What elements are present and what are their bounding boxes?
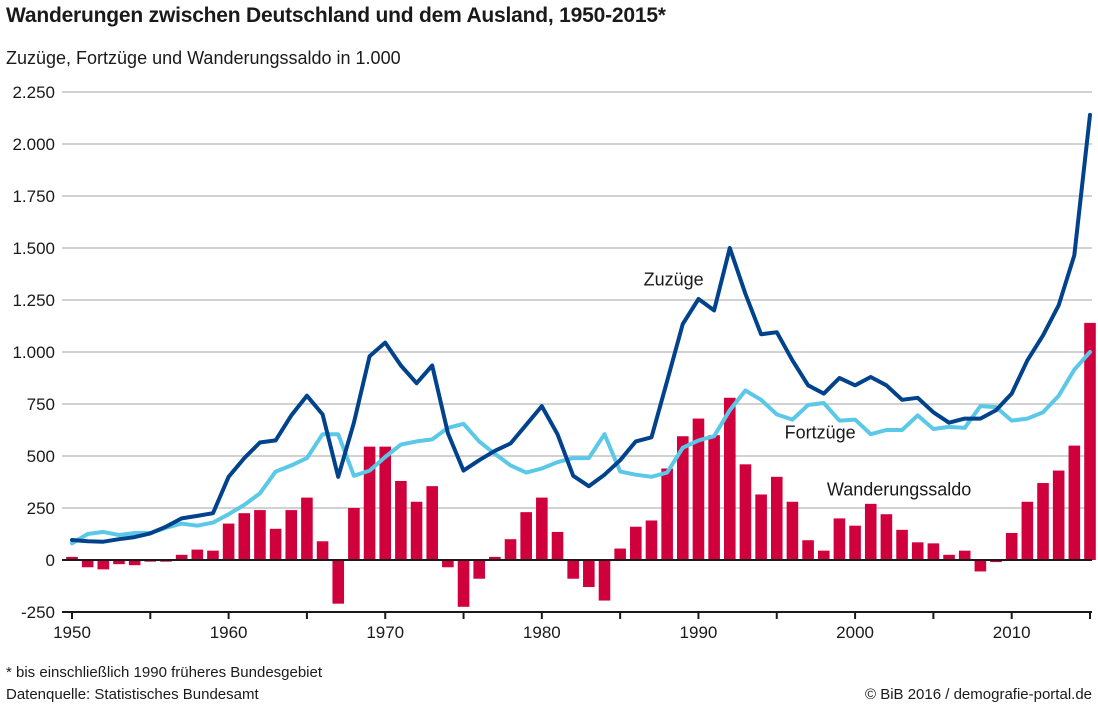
saldo-bar — [254, 510, 266, 560]
saldo-bar — [457, 560, 470, 607]
axes: -250 0 250 500 750 1.000 1.250 1.500 1.750 2.000 2… — [12, 83, 1092, 642]
saldo-bar — [410, 501, 423, 560]
saldo-bar — [222, 523, 235, 560]
saldo-bars — [66, 322, 1096, 607]
saldo-bar — [316, 541, 329, 560]
saldo-bar — [520, 512, 532, 560]
y-tick-label: 1.750 — [12, 187, 55, 206]
saldo-bar — [817, 550, 830, 560]
saldo-bar — [974, 560, 987, 572]
y-tick-label: 500 — [27, 447, 55, 466]
x-tick-label: 1980 — [523, 623, 561, 642]
saldo-bar — [958, 550, 971, 560]
series-lines — [70, 112, 1092, 546]
y-tick-label: 750 — [27, 395, 55, 414]
saldo-bar — [285, 510, 298, 560]
saldo-bar — [66, 556, 78, 560]
saldo-bar — [911, 542, 924, 560]
y-tick-label: 1.250 — [12, 291, 55, 310]
y-tick-label: 250 — [27, 499, 55, 518]
x-tick-label: 1990 — [680, 623, 718, 642]
saldo-bar — [551, 531, 564, 560]
saldo-bar — [723, 397, 736, 560]
saldo-bar — [175, 554, 188, 560]
chart-subtitle: Zuzüge, Fortzüge und Wanderungssaldo in … — [6, 48, 401, 68]
saldo-bar — [238, 513, 251, 560]
saldo-bar — [473, 560, 485, 579]
saldo-bar — [332, 560, 345, 604]
saldo-bar — [191, 549, 204, 560]
saldo-bar — [708, 435, 720, 560]
x-tick-label: 1970 — [366, 623, 404, 642]
saldo-bar — [645, 520, 658, 560]
saldo-bar — [583, 560, 595, 588]
data-source: Datenquelle: Statistisches Bundesamt — [6, 686, 259, 703]
saldo-bar — [864, 503, 877, 560]
line-fortzge — [70, 350, 1092, 546]
saldo-bar — [927, 543, 940, 560]
saldo-bar — [426, 486, 439, 560]
saldo-bar — [692, 418, 705, 560]
saldo-bar — [943, 554, 955, 560]
line-zuzge — [70, 112, 1092, 544]
saldo-bar — [1052, 470, 1065, 560]
saldo-bar — [567, 560, 579, 579]
footnote: * bis einschließlich 1990 früheres Bunde… — [6, 664, 323, 681]
series-label: Fortzüge — [785, 422, 856, 442]
x-tick-label: 1950 — [53, 623, 91, 642]
chart-title: Wanderungen zwischen Deutschland und dem… — [6, 4, 666, 27]
series-label: Zuzüge — [644, 269, 704, 289]
migration-chart: -250 0 250 500 750 1.000 1.250 1.500 1.750 2.000 2… — [12, 83, 1096, 642]
saldo-bar — [598, 560, 611, 601]
saldo-bar — [379, 446, 392, 560]
saldo-bar — [489, 556, 501, 560]
x-tick-label: 1960 — [210, 623, 248, 642]
saldo-bar — [755, 494, 767, 560]
y-tick-label: 1.500 — [12, 239, 55, 258]
gridlines — [62, 91, 1092, 509]
saldo-bar — [896, 529, 908, 560]
y-tick-label: -250 — [21, 603, 55, 622]
y-tick-label: 2.000 — [12, 135, 55, 154]
y-tick-label: 2.250 — [12, 83, 55, 102]
saldo-bar — [630, 526, 642, 560]
saldo-bar — [301, 497, 313, 560]
saldo-bar — [504, 539, 517, 560]
saldo-bar — [739, 464, 752, 560]
saldo-bar — [395, 480, 407, 560]
saldo-bar — [1037, 483, 1049, 560]
saldo-bar — [348, 508, 360, 560]
saldo-bar — [990, 560, 1002, 563]
series-label: Wanderungssaldo — [827, 480, 971, 500]
saldo-bar — [880, 514, 893, 560]
saldo-bar — [770, 476, 783, 560]
saldo-bar — [614, 548, 626, 560]
saldo-bar — [81, 560, 94, 568]
saldo-bar — [363, 446, 376, 560]
y-tick-label: 1.000 — [12, 343, 55, 362]
saldo-bar — [97, 560, 110, 570]
y-tick-label: 0 — [46, 551, 55, 570]
copyright: © BiB 2016 / demografie-portal.de — [864, 686, 1092, 703]
saldo-bar — [661, 468, 673, 560]
saldo-bar — [442, 560, 454, 568]
saldo-bar — [849, 525, 861, 560]
saldo-bar — [269, 528, 282, 560]
series-labels: Wanderungssaldo Fortzüge Zuzüge — [644, 269, 972, 499]
saldo-bar — [1021, 501, 1034, 560]
x-tick-label: 2000 — [836, 623, 874, 642]
saldo-bar — [677, 436, 689, 560]
x-tick-label: 2010 — [993, 623, 1031, 642]
saldo-bar — [786, 501, 799, 560]
saldo-bar — [536, 497, 548, 560]
saldo-bar — [113, 560, 125, 565]
saldo-bar — [1005, 532, 1018, 560]
saldo-bar — [207, 550, 219, 560]
saldo-bar — [1068, 445, 1081, 560]
saldo-bar — [833, 518, 846, 560]
saldo-bar — [1084, 322, 1096, 560]
saldo-bar — [128, 560, 141, 566]
saldo-bar — [802, 540, 814, 560]
